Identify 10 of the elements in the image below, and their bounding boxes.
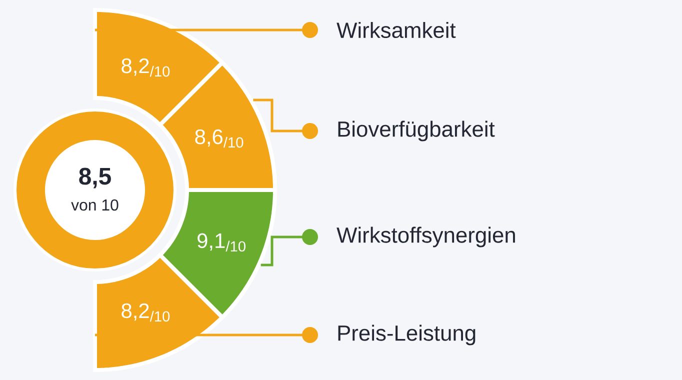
text: von 10 — [71, 199, 118, 211]
data-label: 8,2$_{/10}$ — [122, 58, 170, 77]
category-label: Bioverfügbarkeit — [338, 120, 495, 142]
category-label: Wirkstoffsynergien — [336, 226, 515, 248]
data-label: 8,6$_{/10}$ — [195, 129, 244, 148]
category-label: Wirksamkeit — [336, 22, 456, 38]
text: 8,5 — [79, 168, 111, 188]
category-label: Preis-Leistung — [338, 324, 476, 346]
data-label: 9,1$_{/10}$ — [198, 233, 246, 252]
data-label: 8,2$_{/10}$ — [122, 303, 170, 322]
